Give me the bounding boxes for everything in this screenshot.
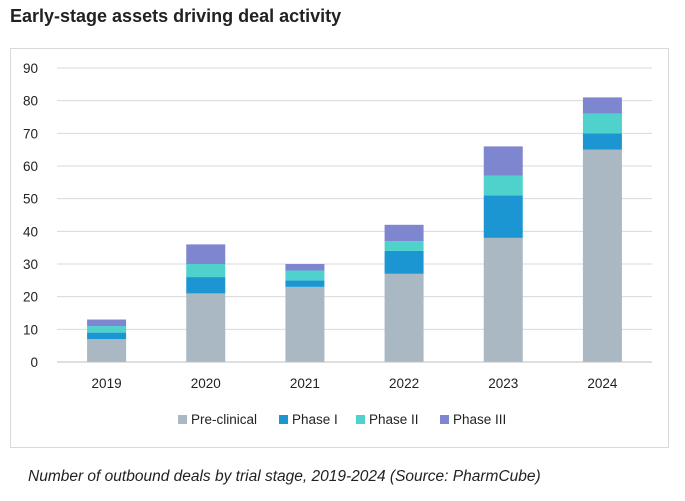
bar-segment-phase-i-2021 bbox=[285, 280, 325, 287]
figure-caption: Number of outbound deals by trial stage,… bbox=[28, 468, 541, 485]
y-tick-label: 80 bbox=[23, 94, 38, 109]
x-axis-ticks: 2019 2020 2021 2022 2023 2024 bbox=[92, 376, 618, 391]
bar-segment-pre-clinical-2021 bbox=[285, 286, 325, 362]
bar-segment-phase-ii-2024 bbox=[582, 113, 622, 134]
chart-title: Early-stage assets driving deal activity bbox=[10, 6, 342, 26]
legend-swatch bbox=[279, 415, 288, 424]
legend-label: Phase II bbox=[369, 412, 419, 427]
x-tick-label: 2023 bbox=[488, 376, 518, 391]
bar-segment-phase-iii-2023 bbox=[483, 146, 523, 176]
bars bbox=[87, 97, 622, 362]
y-tick-label: 40 bbox=[23, 224, 38, 239]
y-tick-label: 10 bbox=[23, 322, 38, 337]
legend-swatch bbox=[440, 415, 449, 424]
gridlines bbox=[57, 67, 652, 330]
bar-segment-phase-ii-2022 bbox=[384, 241, 424, 251]
bar-segment-phase-iii-2021 bbox=[285, 264, 325, 271]
bar-segment-phase-iii-2024 bbox=[582, 97, 622, 114]
bar-segment-phase-iii-2020 bbox=[186, 244, 226, 264]
bar-segment-pre-clinical-2024 bbox=[582, 149, 622, 362]
bar-segment-pre-clinical-2022 bbox=[384, 273, 424, 362]
bar-segment-phase-i-2024 bbox=[582, 133, 622, 150]
bar-segment-phase-ii-2023 bbox=[483, 175, 523, 196]
bar-segment-pre-clinical-2023 bbox=[483, 237, 523, 362]
legend-swatch bbox=[356, 415, 365, 424]
legend: Pre-clinical Phase I Phase II Phase III bbox=[178, 412, 506, 427]
y-tick-label: 30 bbox=[23, 257, 38, 272]
x-tick-label: 2022 bbox=[389, 376, 419, 391]
y-tick-label: 60 bbox=[23, 159, 38, 174]
bar-segment-phase-ii-2020 bbox=[186, 264, 226, 278]
x-tick-label: 2024 bbox=[587, 376, 618, 391]
y-tick-label: 70 bbox=[23, 126, 38, 141]
y-tick-label: 90 bbox=[23, 61, 38, 76]
y-tick-label: 50 bbox=[23, 192, 38, 207]
legend-label: Phase I bbox=[292, 412, 338, 427]
bar-segment-phase-i-2022 bbox=[384, 250, 424, 274]
x-tick-label: 2019 bbox=[92, 376, 122, 391]
y-axis-ticks: 0 10 20 30 40 50 60 70 80 90 bbox=[23, 61, 38, 370]
chart-panel bbox=[10, 48, 669, 448]
bar-segment-phase-i-2019 bbox=[87, 332, 127, 340]
legend-label: Phase III bbox=[453, 412, 506, 427]
bar-segment-pre-clinical-2020 bbox=[186, 293, 226, 362]
y-tick-label: 20 bbox=[23, 290, 38, 305]
bar-segment-phase-i-2020 bbox=[186, 277, 226, 294]
bar-segment-phase-ii-2019 bbox=[87, 326, 127, 333]
y-tick-label: 0 bbox=[30, 355, 38, 370]
legend-swatch bbox=[178, 415, 187, 424]
bar-segment-phase-i-2023 bbox=[483, 195, 523, 238]
bar-segment-phase-ii-2021 bbox=[285, 270, 325, 281]
bar-segment-phase-iii-2019 bbox=[87, 319, 127, 327]
bar-segment-pre-clinical-2019 bbox=[87, 339, 127, 362]
legend-label: Pre-clinical bbox=[191, 412, 257, 427]
bar-segment-phase-iii-2022 bbox=[384, 224, 424, 242]
x-tick-label: 2020 bbox=[191, 376, 221, 391]
x-tick-label: 2021 bbox=[290, 376, 320, 391]
